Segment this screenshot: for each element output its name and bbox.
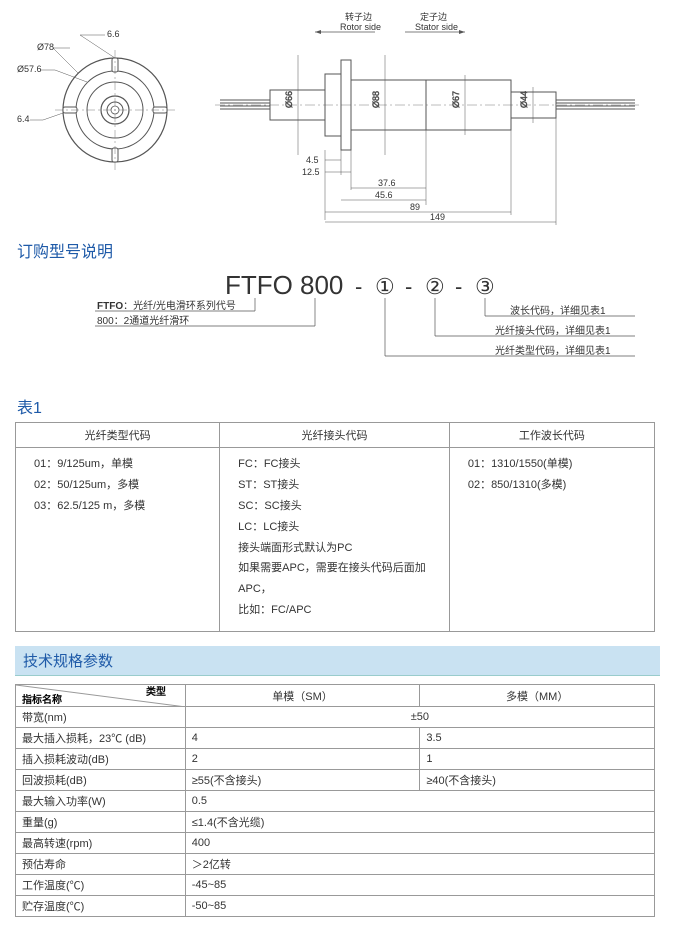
spec-row-label: 贮存温度(℃) bbox=[16, 896, 186, 917]
table1-cell: 03：62.5/125 m，多模 bbox=[34, 496, 209, 517]
spec-row-label: 最大输入功率(W) bbox=[16, 791, 186, 812]
svg-text:Ø88: Ø88 bbox=[371, 91, 381, 108]
table1-cell: 如果需要APC，需要在接头代码后面加APC， bbox=[238, 558, 439, 600]
spec-row-value: -45~85 bbox=[185, 875, 654, 896]
svg-text:Ø78: Ø78 bbox=[37, 42, 54, 52]
svg-text:89: 89 bbox=[410, 202, 420, 212]
spec-section-title: 技术规格参数 bbox=[15, 646, 660, 676]
spec-row-value: -50~85 bbox=[185, 896, 654, 917]
svg-text:指标名称: 指标名称 bbox=[22, 693, 62, 706]
svg-text:Ø44: Ø44 bbox=[519, 91, 529, 108]
rotor-label-cn: 转子边 bbox=[345, 11, 372, 22]
table1-cell: 02：850/1310(多模) bbox=[468, 475, 644, 496]
table1-col2: FC：FC接头ST：ST接头SC：SC接头LC：LC接头接头端面形式默认为PC如… bbox=[220, 448, 450, 631]
spec-row-value: ±50 bbox=[185, 707, 654, 728]
table1-header-3: 工作波长代码 bbox=[450, 423, 654, 447]
svg-text:③: ③ bbox=[475, 274, 495, 299]
svg-text:光纤接头代码，详细见表1: 光纤接头代码，详细见表1 bbox=[495, 324, 611, 337]
spec-table: 指标名称 类型 单模（SM） 多模（MM） 带宽(nm)±50最大插入损耗，23… bbox=[15, 684, 655, 917]
spec-row-label: 最高转速(rpm) bbox=[16, 833, 186, 854]
table1-cell: 02：50/125um，多模 bbox=[34, 475, 209, 496]
spec-row-label: 预估寿命 bbox=[16, 854, 186, 875]
table1-cell: 01：9/125um，单模 bbox=[34, 454, 209, 475]
svg-text:FTFO: FTFO bbox=[225, 270, 293, 300]
svg-text:-: - bbox=[405, 274, 412, 299]
spec-row-label: 插入损耗波动(dB) bbox=[16, 749, 186, 770]
spec-row-mm: 3.5 bbox=[420, 728, 655, 749]
spec-row-sm: ≥55(不含接头) bbox=[185, 770, 420, 791]
svg-text:800：2通道光纤滑环: 800：2通道光纤滑环 bbox=[97, 314, 189, 327]
spec-row-sm: 2 bbox=[185, 749, 420, 770]
svg-text:②: ② bbox=[425, 274, 445, 299]
spec-row-mm: 1 bbox=[420, 749, 655, 770]
table1-cell: ST：ST接头 bbox=[238, 475, 439, 496]
svg-text:Ø67: Ø67 bbox=[451, 91, 461, 108]
table1-header-2: 光纤接头代码 bbox=[220, 423, 450, 447]
stator-label-en: Stator side bbox=[415, 22, 458, 32]
spec-row-value: ≤1.4(不含光缆) bbox=[185, 812, 654, 833]
spec-row-value: ＞2亿转 bbox=[185, 854, 654, 875]
svg-text:Ø57.6: Ø57.6 bbox=[17, 64, 42, 74]
spec-row-label: 重量(g) bbox=[16, 812, 186, 833]
svg-text:45.6: 45.6 bbox=[375, 190, 393, 200]
table1-header-1: 光纤类型代码 bbox=[16, 423, 220, 447]
svg-text:-: - bbox=[455, 274, 462, 299]
order-code-diagram: FTFO 800 - ① - ② - ③ FTFO：光纤/光电滑环系列代号 80… bbox=[15, 266, 660, 386]
svg-text:Ø66: Ø66 bbox=[284, 91, 294, 108]
svg-text:FTFO：光纤/光电滑环系列代号: FTFO：光纤/光电滑环系列代号 bbox=[97, 299, 236, 312]
svg-text:12.5: 12.5 bbox=[302, 167, 320, 177]
svg-text:149: 149 bbox=[430, 212, 445, 222]
table1-title: 表1 bbox=[15, 394, 660, 418]
table1-cell: LC：LC接头 bbox=[238, 517, 439, 538]
svg-text:6.4: 6.4 bbox=[17, 114, 30, 124]
stator-label-cn: 定子边 bbox=[420, 11, 447, 22]
svg-text:①: ① bbox=[375, 274, 395, 299]
technical-diagram: 转子边 Rotor side 定子边 Stator side bbox=[15, 10, 660, 230]
spec-row-sm: 4 bbox=[185, 728, 420, 749]
table1-cell: 比如：FC/APC bbox=[238, 600, 439, 621]
table1-cell: FC：FC接头 bbox=[238, 454, 439, 475]
table1-cell: SC：SC接头 bbox=[238, 496, 439, 517]
order-section-title: 订购型号说明 bbox=[15, 238, 660, 262]
spec-row-mm: ≥40(不含接头) bbox=[420, 770, 655, 791]
spec-row-label: 工作温度(℃) bbox=[16, 875, 186, 896]
svg-text:-: - bbox=[355, 274, 362, 299]
spec-col-sm: 单模（SM） bbox=[185, 685, 420, 707]
table1-col1: 01：9/125um，单模02：50/125um，多模03：62.5/125 m… bbox=[16, 448, 220, 631]
spec-row-value: 400 bbox=[185, 833, 654, 854]
svg-text:6.6: 6.6 bbox=[107, 29, 120, 39]
svg-text:800: 800 bbox=[300, 270, 343, 300]
spec-row-label: 最大插入损耗，23℃ (dB) bbox=[16, 728, 186, 749]
table1-cell: 接头端面形式默认为PC bbox=[238, 538, 439, 559]
svg-text:波长代码，详细见表1: 波长代码，详细见表1 bbox=[510, 304, 606, 317]
spec-row-label: 带宽(nm) bbox=[16, 707, 186, 728]
svg-text:光纤类型代码，详细见表1: 光纤类型代码，详细见表1 bbox=[495, 344, 611, 357]
table1-col3: 01：1310/1550(单模)02：850/1310(多模) bbox=[450, 448, 654, 631]
svg-text:37.6: 37.6 bbox=[378, 178, 396, 188]
table1-cell: 01：1310/1550(单模) bbox=[468, 454, 644, 475]
svg-text:4.5: 4.5 bbox=[306, 155, 319, 165]
spec-col-mm: 多模（MM） bbox=[420, 685, 655, 707]
rotor-label-en: Rotor side bbox=[340, 22, 381, 32]
spec-row-value: 0.5 bbox=[185, 791, 654, 812]
table1: 光纤类型代码 光纤接头代码 工作波长代码 01：9/125um，单模02：50/… bbox=[15, 422, 655, 632]
svg-text:类型: 类型 bbox=[146, 685, 166, 698]
spec-diag-header: 指标名称 类型 bbox=[16, 685, 186, 707]
spec-row-label: 回波损耗(dB) bbox=[16, 770, 186, 791]
